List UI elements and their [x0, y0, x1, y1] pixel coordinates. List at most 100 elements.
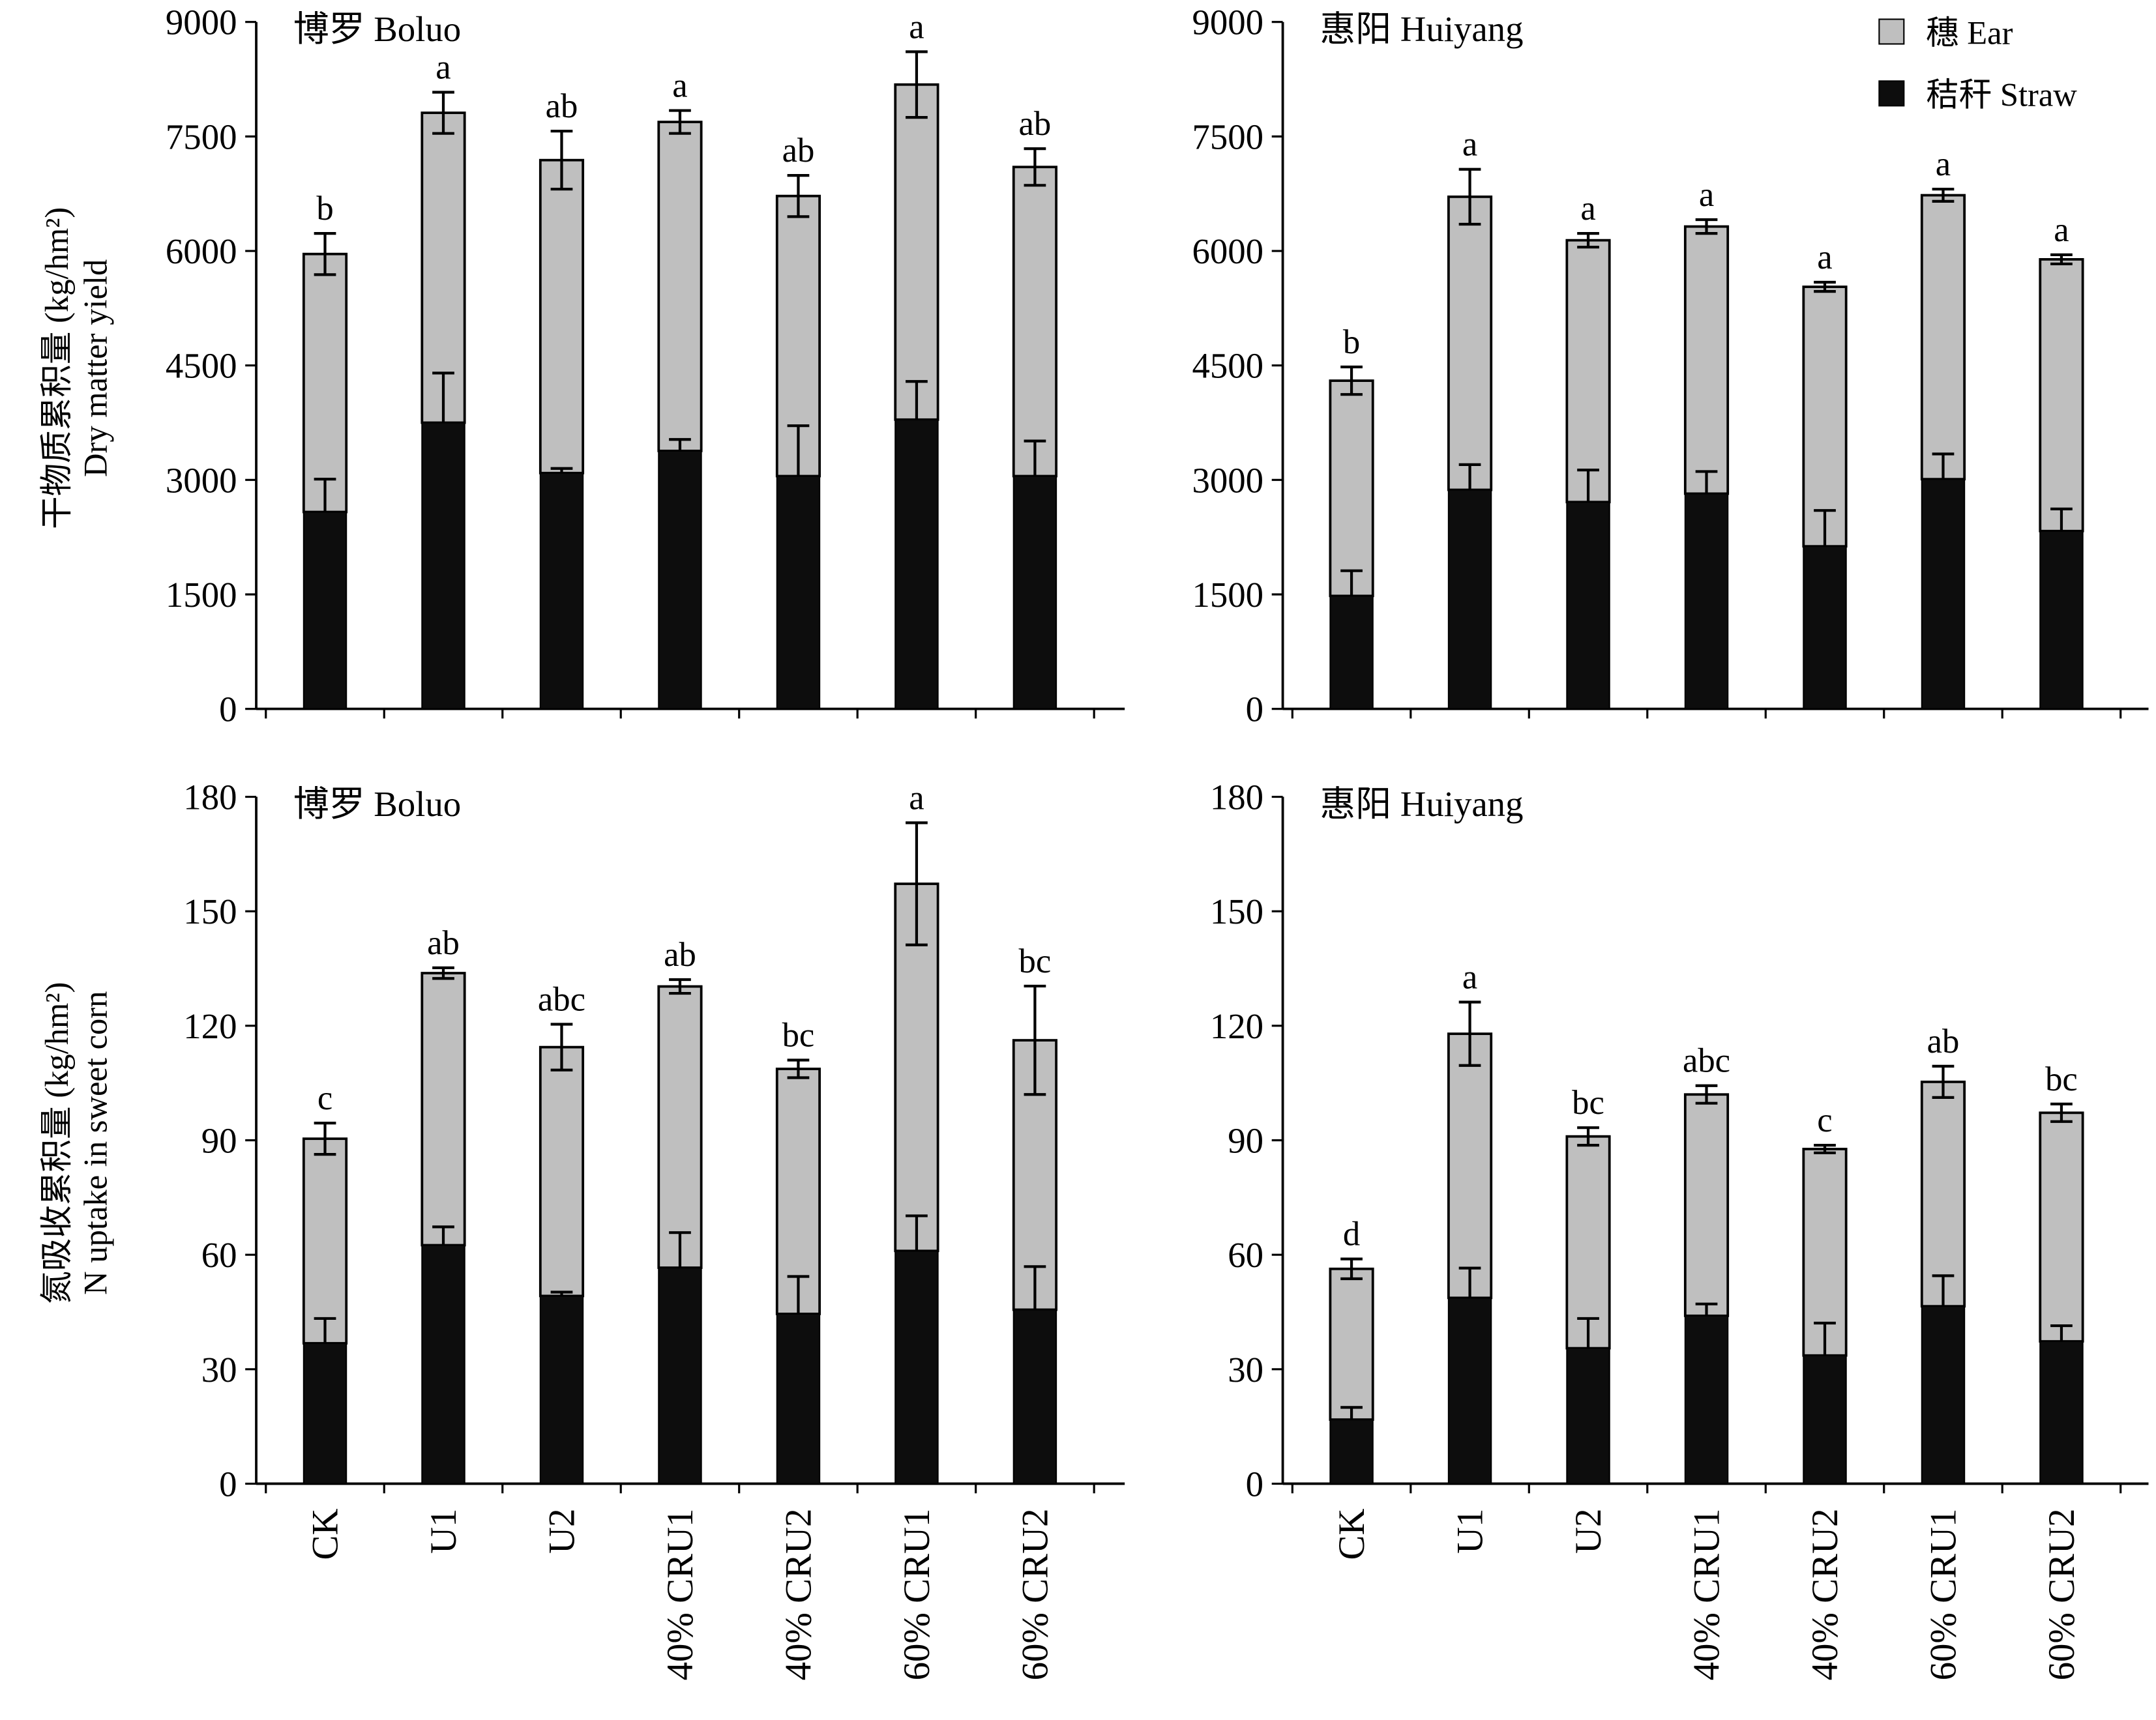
bar-straw [1803, 546, 1847, 710]
bar-straw [2039, 530, 2084, 710]
bar-ear [1565, 1135, 1611, 1350]
bar-straw [776, 475, 821, 710]
y-tick-label: 60 [1228, 1235, 1263, 1275]
bar-ear [1802, 1148, 1848, 1357]
bar-ear [1447, 195, 1493, 491]
y-tick-label: 90 [1228, 1120, 1263, 1160]
category-label: 60% CRU1 [1923, 1508, 1964, 1680]
significance-letter: d [1343, 1216, 1360, 1253]
legend-swatch-ear [1878, 18, 1905, 45]
category-label: U1 [1450, 1508, 1491, 1554]
bar-straw [894, 418, 939, 710]
bar-ear [1329, 1267, 1374, 1421]
bar-ear [1447, 1032, 1493, 1300]
significance-letter: bc [1019, 942, 1052, 980]
significance-letter: a [672, 66, 687, 104]
y-tick-label: 90 [201, 1120, 237, 1160]
significance-letter: a [1936, 145, 1951, 183]
y-tick-label: 3000 [1192, 460, 1263, 500]
significance-letter: bc [782, 1016, 815, 1054]
y-tick-label: 9000 [166, 3, 237, 42]
y-tick-label: 0 [219, 690, 237, 729]
significance-letter: ab [664, 936, 696, 974]
legend: 穗 Ear 秸秆 Straw [1878, 14, 2077, 113]
bar-ear [2039, 258, 2084, 532]
category-label: 40% CRU1 [660, 1508, 701, 1680]
bar-straw [303, 1342, 347, 1485]
significance-letter: abc [1683, 1042, 1730, 1080]
category-label: 60% CRU2 [1014, 1508, 1056, 1680]
significance-letter: a [1462, 126, 1477, 164]
bar-straw [894, 1250, 939, 1485]
bar-straw [776, 1313, 821, 1485]
legend-label-straw: 秸秆 Straw [1926, 76, 2077, 113]
bar-straw [1684, 1315, 1729, 1485]
significance-letter: bc [1572, 1084, 1604, 1122]
bar-straw [1447, 1297, 1492, 1485]
bar-ear [1802, 285, 1848, 548]
legend-swatch-straw [1878, 80, 1905, 107]
bar-straw [1012, 1309, 1057, 1485]
y-tick-label: 150 [1210, 892, 1263, 931]
bar-straw [1921, 1305, 1966, 1485]
significance-letter: b [1343, 323, 1360, 361]
significance-letter: ab [427, 924, 460, 962]
y-tick-label: 180 [183, 778, 237, 817]
bar-straw [421, 1244, 465, 1485]
bar-ear [1920, 1081, 1966, 1308]
bar-ear [302, 1137, 348, 1345]
category-label: U1 [423, 1508, 464, 1554]
y-tick-label: 7500 [166, 117, 237, 156]
y-tick-label: 0 [219, 1464, 237, 1504]
significance-letter: b [316, 190, 333, 227]
bar-ear [539, 1045, 585, 1298]
bar-straw [421, 422, 465, 710]
significance-letter: ab [1927, 1023, 1960, 1060]
significance-letter: a [2054, 211, 2069, 249]
bar-ear [657, 985, 703, 1269]
y-tick-label: 6000 [166, 231, 237, 271]
y-tick-label: 1500 [166, 575, 237, 615]
chart-panel-top-left: 0 1500 3000 4500 6000 7500 9000 博罗 Boluo b a ab a ab… [166, 3, 1125, 729]
significance-letter: a [909, 779, 924, 817]
y-tick-label: 4500 [1192, 346, 1263, 386]
bar-ear [421, 972, 466, 1247]
category-label: CK [304, 1508, 346, 1560]
y-tick-label: 9000 [1192, 3, 1263, 42]
significance-letter: ab [546, 87, 578, 125]
significance-letter: c [1817, 1101, 1832, 1139]
category-label: U2 [1568, 1508, 1609, 1554]
y-tick-label: 7500 [1192, 117, 1263, 156]
ylabel-bottom-en: N uptake in sweet corn [77, 991, 113, 1295]
bar-straw [303, 511, 347, 710]
bar-ear [302, 252, 348, 514]
bar-ear [1683, 1093, 1730, 1317]
significance-letter: a [1462, 958, 1477, 996]
category-label: 40% CRU1 [1686, 1508, 1727, 1680]
bar-straw [1803, 1354, 1847, 1485]
bar-straw [1329, 595, 1374, 710]
y-tick-label: 60 [201, 1235, 237, 1275]
significance-letter: bc [2045, 1060, 2078, 1098]
bar-ear [1920, 194, 1966, 481]
y-tick-label: 150 [183, 892, 237, 931]
category-label: 40% CRU2 [778, 1508, 819, 1680]
category-label: 60% CRU1 [896, 1508, 938, 1680]
significance-letter: a [1699, 176, 1714, 214]
bar-straw [658, 1267, 702, 1485]
significance-letter: a [1580, 190, 1595, 227]
bar-ear [539, 158, 585, 474]
y-tick-label: 30 [201, 1350, 237, 1390]
y-tick-label: 180 [1210, 778, 1263, 817]
significance-letter: abc [538, 980, 585, 1018]
significance-letter: a [436, 48, 450, 86]
ylabel-top-en: Dry matter yield [77, 259, 113, 477]
bar-ear [1565, 239, 1611, 504]
category-label: 40% CRU2 [1805, 1508, 1846, 1680]
category-label: U2 [541, 1508, 582, 1554]
significance-letter: c [317, 1079, 332, 1117]
ylabel-bottom-cn: 氮吸收累积量 (kg/hm²) [38, 982, 75, 1304]
bar-straw [1447, 489, 1492, 710]
bar-straw [658, 450, 702, 710]
